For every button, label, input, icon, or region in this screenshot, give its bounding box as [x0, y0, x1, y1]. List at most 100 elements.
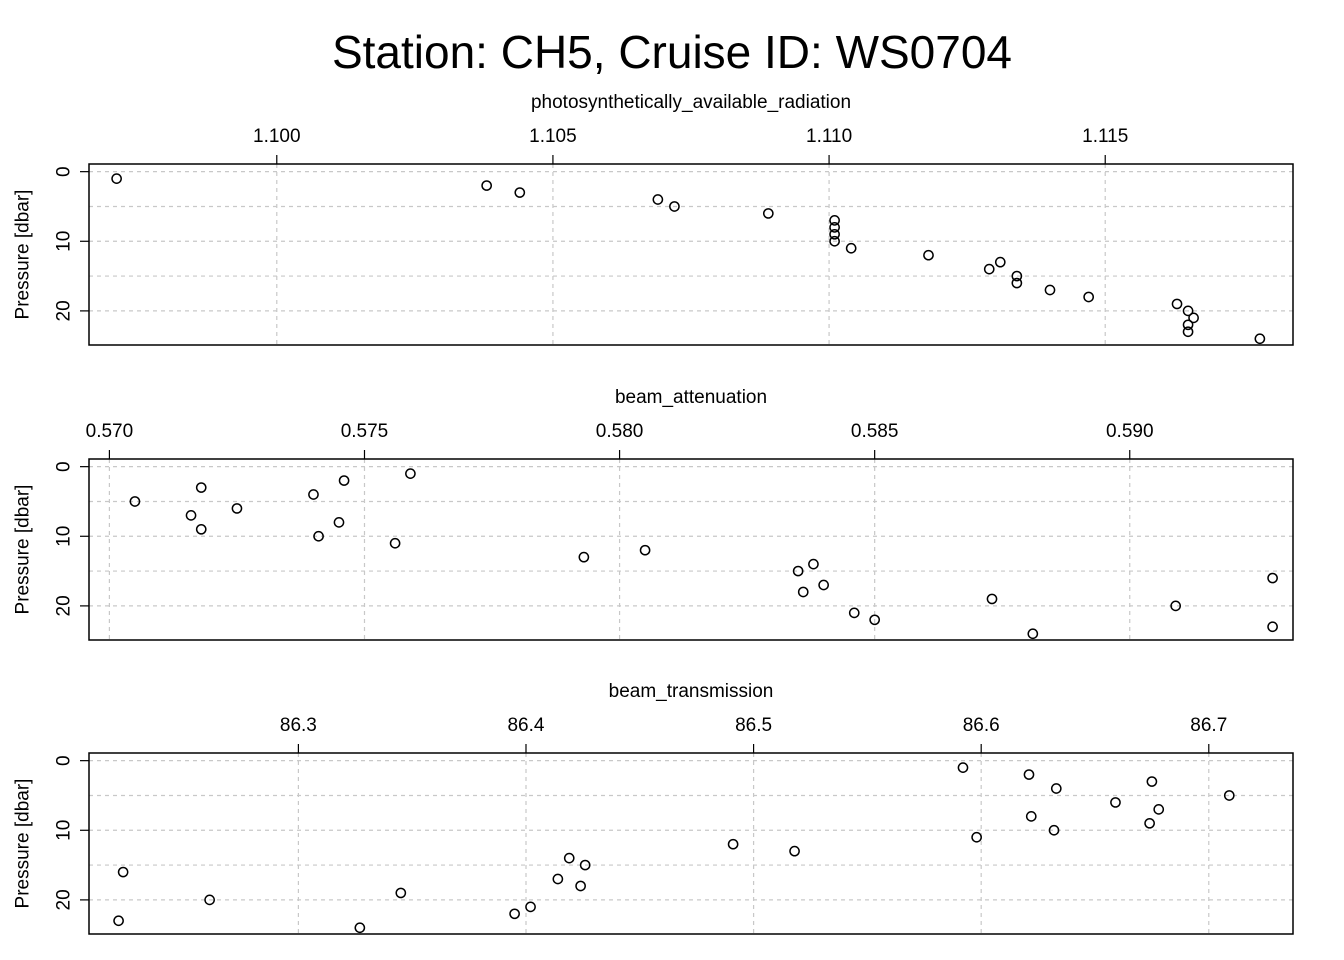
data-point: [1027, 628, 1039, 640]
data-point: [639, 544, 651, 556]
data-point: [195, 523, 207, 535]
data-point: [563, 852, 575, 864]
x-tick-label: 0.590: [1106, 421, 1154, 442]
y-tick-label: 10: [54, 526, 75, 547]
x-tick-label: 86.4: [507, 715, 544, 736]
data-point: [1171, 298, 1183, 310]
data-point: [1048, 824, 1060, 836]
x-tick-label: 86.3: [280, 715, 317, 736]
data-point: [869, 614, 881, 626]
y-axis-label: Pressure [dbar]: [13, 485, 34, 615]
y-tick-label: 0: [54, 755, 75, 766]
data-point: [308, 489, 319, 500]
data-point: [1170, 600, 1182, 612]
data-point: [1011, 270, 1023, 282]
data-point: [354, 922, 366, 934]
x-tick-label: 1.115: [1082, 126, 1128, 147]
data-point: [338, 475, 350, 486]
data-point: [1044, 284, 1056, 296]
data-point: [845, 242, 857, 254]
panel-2: beam_attenuation 0.570 0.575 0.580 0.585 0.59…: [13, 387, 1294, 641]
data-point: [1254, 333, 1266, 345]
data-point: [797, 586, 809, 598]
data-point: [1144, 817, 1155, 829]
x-tick-label: 86.6: [963, 715, 1000, 736]
x-tick-label: 0.580: [596, 421, 644, 442]
panel-title: beam_attenuation: [615, 387, 767, 408]
data-point: [1110, 797, 1121, 808]
x-tick-label: 1.105: [529, 126, 577, 147]
data-point: [395, 887, 407, 899]
chart-title: Station: CH5, Cruise ID: WS0704: [332, 26, 1012, 78]
x-tick-label: 1.110: [806, 126, 852, 147]
data-point: [1023, 769, 1035, 780]
data-point: [405, 468, 416, 479]
x-tick-label: 0.570: [86, 421, 134, 442]
y-tick-label: 0: [54, 166, 75, 177]
data-point: [792, 565, 804, 577]
y-tick-label: 0: [54, 461, 75, 472]
data-point: [669, 201, 680, 212]
data-point: [1267, 572, 1278, 584]
x-tick-label: 0.575: [341, 421, 389, 442]
data-point: [1050, 783, 1062, 794]
data-point: [1146, 776, 1158, 787]
y-tick-label: 20: [54, 595, 75, 616]
plot-frame: [88, 163, 1294, 346]
y-tick-label: 10: [54, 820, 75, 841]
data-point: [829, 235, 840, 247]
data-point: [113, 915, 124, 927]
data-point: [848, 607, 860, 619]
panel-3: beam_transmission 86.3 86.4 86.5 86.6 86.7 0 10…: [13, 681, 1294, 935]
y-tick-label: 20: [54, 300, 75, 321]
panel-1: photosynthetically_available_radiation 1.…: [13, 92, 1294, 346]
data-point: [957, 762, 969, 773]
data-point: [525, 901, 536, 913]
data-point: [575, 880, 586, 892]
y-axis-label: Pressure [dbar]: [13, 779, 34, 909]
data-point: [923, 249, 934, 261]
data-point: [333, 517, 345, 528]
data-point: [652, 194, 664, 205]
plot-frame: [88, 458, 1294, 641]
data-point: [313, 530, 324, 542]
data-point: [578, 551, 590, 563]
x-tick-label: 86.5: [735, 715, 772, 736]
data-point: [994, 256, 1006, 268]
data-point: [204, 894, 215, 906]
data-point: [389, 537, 401, 549]
data-point: [1083, 291, 1095, 303]
panels: photosynthetically_available_radiation 1.…: [13, 92, 1294, 935]
data-point: [111, 173, 122, 184]
panel-title: beam_transmission: [609, 681, 774, 702]
data-point: [1223, 790, 1235, 801]
data-point: [983, 263, 995, 275]
data-point: [579, 859, 591, 871]
data-point: [1011, 277, 1023, 289]
data-point: [829, 228, 840, 240]
data-point: [231, 503, 243, 514]
panel-title: photosynthetically_available_radiation: [531, 92, 851, 113]
data-point: [509, 908, 520, 920]
data-point: [129, 496, 141, 507]
data-point: [1182, 319, 1194, 331]
data-point: [762, 208, 774, 219]
y-tick-label: 20: [54, 889, 75, 910]
data-point: [1025, 811, 1037, 822]
data-point: [1188, 312, 1199, 324]
data-point: [1182, 326, 1194, 338]
data-point: [1267, 621, 1278, 633]
data-point: [481, 180, 493, 191]
data-point: [808, 558, 819, 570]
data-point: [829, 215, 840, 226]
data-point: [514, 187, 526, 198]
x-tick-label: 1.100: [253, 126, 301, 147]
x-tick-label: 0.585: [851, 421, 899, 442]
y-axis-label: Pressure [dbar]: [13, 190, 34, 320]
data-point: [195, 482, 207, 493]
data-point: [1182, 305, 1194, 317]
plot-frame: [88, 752, 1294, 935]
data-point: [829, 222, 840, 233]
data-point: [552, 873, 564, 885]
